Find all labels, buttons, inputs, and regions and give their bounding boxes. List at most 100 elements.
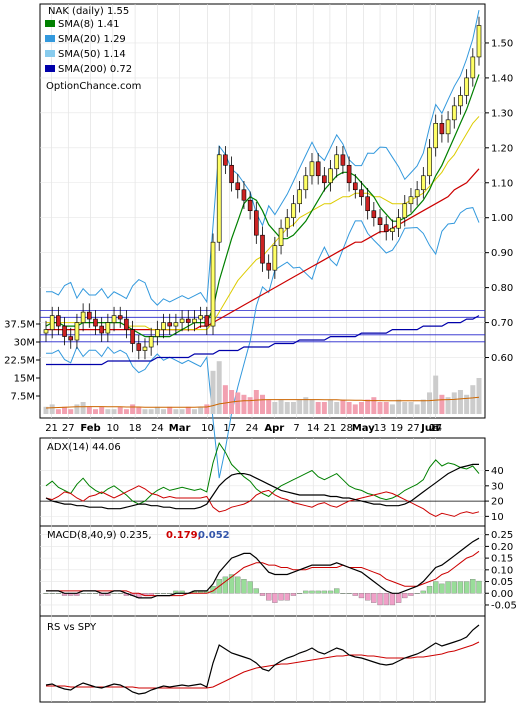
macd-hist-bar-38	[278, 593, 284, 601]
volume-bar-60	[414, 404, 420, 414]
x-tick-label-17: 19	[390, 423, 403, 434]
price-ytick-label-3: 0.90	[491, 248, 513, 259]
volume-bar-33	[247, 397, 253, 414]
candle-body-28	[216, 154, 222, 243]
volume-bar-27	[210, 370, 216, 414]
candle-body-65	[445, 119, 451, 135]
macd-ytick-label-3: 0.10	[491, 565, 513, 576]
volume-ma-line	[45, 396, 480, 409]
volume-bar-3	[62, 406, 68, 414]
price-ytick-label-8: 1.40	[491, 73, 513, 84]
volume-bar-48	[340, 399, 346, 414]
macd-hist-bar-19	[160, 593, 167, 594]
legend-swatch-sma50	[45, 50, 55, 57]
volume-bar-16	[142, 409, 148, 414]
candle-body-52	[365, 196, 370, 212]
volume-bar-37	[272, 402, 278, 414]
macd-hist-bar-59	[408, 593, 414, 596]
macd-hist-bar-63	[433, 581, 439, 594]
candle-body-24	[192, 318, 197, 323]
volume-bar-23	[185, 406, 191, 414]
x-tick-label-6: Mar	[169, 423, 191, 434]
candle-body-59	[408, 196, 414, 205]
x-tick-label-12: 14	[307, 423, 320, 434]
volume-bar-43	[309, 399, 315, 414]
adx-ytick-label-2: 30	[491, 481, 504, 492]
candle-body-33	[247, 199, 253, 212]
volume-bar-69	[470, 385, 476, 414]
candle-body-35	[260, 234, 265, 264]
price-ytick-label-6: 1.20	[491, 143, 513, 154]
macd-ytick-label-6: -0.05	[491, 600, 517, 611]
volume-bar-62	[427, 392, 433, 414]
panel-macd	[39, 525, 486, 617]
volume-bar-1	[49, 404, 55, 414]
volume-ytick-label-3: 15M	[14, 374, 35, 385]
candle-body-15	[136, 343, 142, 351]
candle-body-42	[303, 175, 309, 191]
candle-body-3	[62, 325, 67, 337]
macd-ytick-label-4: 0.05	[491, 577, 513, 588]
volume-bar-14	[130, 404, 136, 414]
macd-hist-bar-67	[457, 581, 464, 594]
volume-bar-28	[216, 361, 222, 414]
volume-ytick-label-2: 22.5M	[4, 356, 35, 367]
macd-hist-bar-41	[296, 593, 303, 594]
volume-bar-70	[476, 378, 482, 414]
volume-bar-58	[402, 402, 408, 414]
panel-adx	[39, 437, 486, 527]
x-tick-label-7: 10	[201, 423, 214, 434]
volume-ytick-label-0: 37.5M	[4, 320, 35, 331]
volume-bar-64	[439, 394, 445, 414]
macd-hist-bar-60	[414, 593, 420, 594]
candle-body-16	[142, 346, 148, 351]
adx-label: ADX(14) 44.06	[47, 442, 121, 453]
volume-bar-65	[445, 397, 451, 414]
candle-body-38	[278, 227, 284, 246]
candle-body-17	[148, 336, 154, 348]
panel-rs	[39, 615, 486, 703]
price-ytick-label-5: 1.10	[491, 178, 513, 189]
legend-sma8: SMA(8) 1.41	[58, 19, 119, 30]
x-tick-label-10: Apr	[264, 423, 284, 434]
price-ytick-label-9: 1.50	[491, 38, 513, 49]
macd-hist-bar-64	[439, 583, 445, 594]
volume-bar-49	[346, 402, 352, 414]
chart-title: NAK (daily) 1.55	[48, 6, 129, 17]
x-tick-label-13: 21	[324, 423, 337, 434]
x-tick-label-11: 7	[293, 423, 299, 434]
volume-bar-6	[80, 402, 86, 414]
candle-body-69	[470, 56, 476, 79]
macd-hist-bar-34	[253, 588, 259, 594]
volume-bar-19	[161, 409, 167, 414]
volume-bar-31	[235, 392, 241, 414]
candle-body-7	[87, 311, 92, 320]
volume-bar-35	[260, 394, 265, 414]
candle-body-27	[210, 241, 216, 327]
candle-body-48	[340, 154, 346, 166]
adx-ytick-label-0: 10	[491, 512, 504, 523]
macd-ytick-label-0: 0.25	[491, 530, 513, 541]
macd-hist-bar-45	[321, 590, 328, 594]
price-ytick-label-1: 0.70	[491, 318, 513, 329]
volume-bar-0	[43, 406, 49, 414]
volume-bar-56	[389, 404, 395, 414]
macd-hist-bar-7	[86, 593, 92, 594]
macd-hist-bar-48	[340, 593, 346, 594]
candle-body-70	[476, 25, 482, 58]
volume-bar-47	[334, 402, 340, 414]
macd-hist-bar-33	[247, 581, 253, 594]
volume-bar-21	[173, 409, 179, 414]
rs-label: RS vs SPY	[47, 622, 97, 633]
candle-body-30	[229, 164, 234, 184]
volume-bar-50	[352, 404, 358, 414]
candle-body-49	[346, 164, 352, 184]
candle-body-19	[161, 322, 166, 330]
candle-body-64	[439, 123, 445, 135]
macd-hist-bar-50	[352, 593, 358, 596]
candle-body-14	[130, 329, 135, 344]
price-ytick-label-0: 0.60	[491, 353, 513, 364]
candle-body-6	[80, 311, 86, 323]
adx-plus-di-line	[45, 441, 480, 505]
x-tick-label-8: 17	[223, 423, 236, 434]
